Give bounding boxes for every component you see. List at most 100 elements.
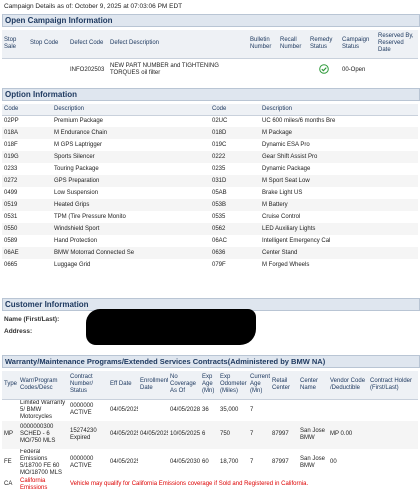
table-cell [2, 399, 18, 421]
table-cell: 053B [210, 199, 260, 211]
table-cell: CA [4, 481, 13, 487]
column-header: Warr/Program Codes/Desc [18, 371, 68, 400]
table-cell: 0272 [2, 175, 52, 187]
table-row: 0272 GPS Preparation 031D M Sport Seat Low [2, 175, 418, 187]
table-cell: GPS Preparation [52, 175, 210, 187]
table-cell [368, 449, 418, 477]
table-cell: INFO202503 [70, 66, 105, 73]
column-header: Exp Age (Mn) [200, 371, 218, 400]
check-icon [319, 63, 329, 74]
table-cell: 36 [202, 406, 209, 413]
table-cell: Luggage Grid [54, 261, 91, 268]
table-cell: M Battery [260, 199, 418, 211]
table-cell: LED Auxiliary Lights [260, 223, 418, 235]
table-cell: San Jose BMW [300, 455, 326, 469]
table-cell: Windshield Sport [52, 223, 210, 235]
redaction [86, 309, 256, 345]
table-cell: 04/05/2025 [110, 459, 138, 465]
table-cell: Federal Emissions 5/18700 FE 60 MO/18700… [20, 448, 63, 476]
column-header: Exp Odometer (Miles) [218, 371, 248, 400]
table-row: 0665 Luggage Grid 079F M Forged Wheels [2, 259, 418, 271]
table-cell [368, 399, 418, 421]
table-cell: 019C [212, 141, 227, 148]
section-header: Warranty/Maintenance Programs/Extended S… [2, 355, 420, 368]
table-cell: 04/05/2025 [138, 420, 168, 449]
table-cell: Touring Package [54, 165, 99, 172]
table-cell: Hand Protection [54, 237, 98, 244]
table-row: 0519 Heated Grips 053B M Battery [2, 199, 418, 211]
table-cell: 04/05/2025 [108, 420, 138, 449]
table-row: 02PP Premium Package 02UC UC 600 miles/6 mo… [2, 115, 418, 127]
caption: Campaign Details as of: October 9, 2025 … [4, 3, 183, 10]
table-row: 018A M Endurance Chain 018D M Package [2, 127, 418, 139]
table-cell: 02PP [4, 117, 19, 124]
table-cell: 0000000300 SCHED - 6 MO/750 MLS [18, 420, 68, 449]
table-cell: 15274230 Expired [68, 420, 108, 449]
table-row: CA California Emissions Vehicle may qualif… [2, 477, 418, 493]
table-cell: Limited Warranty 5/ BMW Motorcycles [20, 399, 66, 420]
table-cell [298, 399, 328, 421]
table-cell: BMW Motorrad Connected Se [52, 247, 210, 259]
table-cell: 0000000 ACTIVE [70, 403, 94, 416]
table-cell: TPM (Tire Pressure Monito [54, 213, 126, 220]
header-row: Code Description Code Description [2, 104, 418, 116]
table-cell [328, 399, 368, 421]
table-cell: 18,700 [220, 459, 239, 465]
column-header: Code [2, 104, 52, 116]
field-label: Name (First/Last): [4, 316, 60, 323]
table-row: FE Federal Emissions 5/18700 FE 60 MO/187… [2, 449, 418, 477]
table-row: INFO202503 NEW PART NUMBER and TIGHTENING… [2, 58, 418, 82]
section-header: Open Campaign Information [2, 14, 420, 27]
column-header: Contract Holder (First/Last) [368, 371, 418, 400]
table-cell: 018F [4, 141, 18, 148]
table-row: 018F M GPS Laptrigger 019C Dynamic ESA Pro [2, 139, 418, 151]
table-cell: 00-Open [342, 66, 366, 73]
table-cell [278, 58, 308, 82]
table-cell: Cruise Control [262, 213, 301, 220]
table-cell: NEW PART NUMBER and TIGHTENING TORQUES o… [110, 63, 219, 77]
table-cell [138, 399, 168, 421]
table-cell: Gear Shift Assist Pro [260, 151, 418, 163]
table-cell: 0519 [2, 199, 52, 211]
table-cell: Dynamic ESA Pro [262, 141, 310, 148]
column-header: Code [210, 104, 260, 116]
table-cell: 0636 [210, 247, 260, 259]
table-cell: M Sport Seat Low [260, 175, 418, 187]
column-header: Retail Center [270, 371, 298, 400]
table-cell: 031D [210, 175, 260, 187]
table-cell: California Emissions [20, 477, 48, 491]
table-cell: 018D [210, 127, 260, 139]
section-header: Option Information [2, 88, 420, 101]
table-cell: Heated Grips [52, 199, 210, 211]
column-header: No Coverage As Of [168, 371, 200, 400]
table-cell: Sports Silencer [52, 151, 210, 163]
table-cell: Premium Package [54, 117, 104, 124]
table-cell: 02UC [212, 117, 228, 124]
table-cell: 60 [202, 459, 209, 465]
table-row: 0550 Windshield Sport 0562 LED Auxiliary Li… [2, 223, 418, 235]
table-cell: MP 0.00 [328, 420, 368, 449]
table-cell: Low Suspension [54, 189, 99, 196]
table-cell: M Forged Wheels [262, 261, 310, 268]
column-header: Description [52, 104, 210, 116]
table-row: MP 0000000300 SCHED - 6 MO/750 MLS 1527423… [2, 420, 418, 449]
campaign-table: Stop Sale Stop Code Defect Code Defect Desc… [2, 30, 418, 82]
table-row: 0589 Hand Protection 06AC Intelligent Emerg… [2, 235, 418, 247]
options-table: Code Description Code Description 02PP Premiu… [2, 104, 418, 271]
table-cell [270, 399, 298, 421]
table-cell: 04/05/2028 [170, 406, 200, 413]
header-row: Type Warr/Program Codes/Desc Contract Numb… [2, 371, 418, 400]
column-header: Description [260, 104, 418, 116]
table-row: 0531 TPM (Tire Pressure Monito 0535 Cruise … [2, 211, 418, 223]
table-cell: Center Stand [260, 247, 418, 259]
field-label: Address: [4, 328, 33, 335]
table-cell: 7 [250, 459, 254, 465]
table-row: Limited Warranty 5/ BMW Motorcycles 00000… [2, 399, 418, 421]
column-header: Bulletin Number [248, 30, 278, 59]
table-cell: 00 [330, 459, 337, 465]
table-cell: 0531 [4, 213, 18, 220]
table-cell [308, 58, 340, 82]
column-header: Contract Number/ Status [68, 371, 108, 400]
column-header: Stop Sale [2, 30, 28, 59]
table-cell: 04/05/2025 [110, 406, 138, 413]
